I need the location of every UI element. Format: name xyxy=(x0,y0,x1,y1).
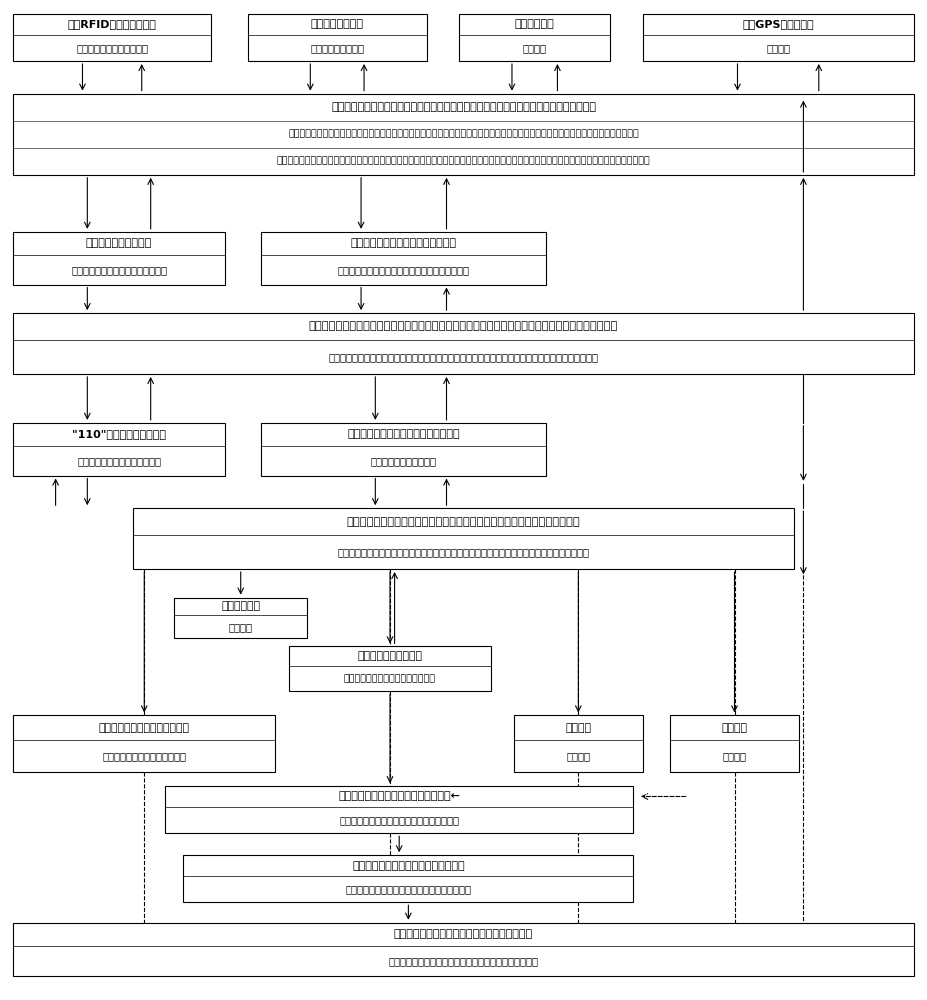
Text: 各系统所需信号发送、比对结果等信息接收（基层数据库）、各城市多种涉堵原始数据接收: 各系统所需信号发送、比对结果等信息接收（基层数据库）、各城市多种涉堵原始数据接收 xyxy=(331,102,596,112)
Bar xyxy=(13,14,210,61)
Text: 路段拥堵等多数据统计分析图表: 路段拥堵等多数据统计分析图表 xyxy=(99,723,190,733)
Bar xyxy=(670,715,799,772)
Text: 三级数据库【中央、省（含自治区、市）、县】交管数据联存联查系统的存储、输出，多数据统计分析: 三级数据库【中央、省（含自治区、市）、县】交管数据联存联查系统的存储、输出，多数… xyxy=(309,321,618,331)
Text: 红绿灯最佳时长动态优化、拥堵信息路牌提醒等: 红绿灯最佳时长动态优化、拥堵信息路牌提醒等 xyxy=(346,884,472,894)
Bar xyxy=(133,508,794,569)
Text: 三级授权指令输出（授权者指纹存档）: 三级授权指令输出（授权者指纹存档） xyxy=(348,429,460,439)
Text: "110"、派出所、交警终端: "110"、派出所、交警终端 xyxy=(72,429,166,439)
Bar xyxy=(13,423,224,476)
Text: 报警信息输入、三级操作员密码输入并照相存档（进、出系统）、查询指令输出、处理指令输出: 报警信息输入、三级操作员密码输入并照相存档（进、出系统）、查询指令输出、处理指令… xyxy=(337,547,590,557)
Text: 反恐、反劫持、反盗抢、反肇事逃逸等←: 反恐、反劫持、反盗抢、反肇事逃逸等← xyxy=(338,791,460,801)
Text: 短信告知: 短信告知 xyxy=(722,751,746,761)
Text: 保险到期通知: 保险到期通知 xyxy=(222,601,260,611)
Text: 短信告知: 短信告知 xyxy=(566,751,590,761)
Text: 费用划转: 费用划转 xyxy=(721,723,747,733)
Text: 信号发送: 信号发送 xyxy=(766,43,790,53)
Text: 示踪地图（按需显示）: 示踪地图（按需显示） xyxy=(358,651,423,661)
Bar xyxy=(13,923,914,976)
Text: 车载GPS或北斗系统: 车载GPS或北斗系统 xyxy=(743,19,814,29)
Bar xyxy=(13,715,275,772)
Bar xyxy=(13,94,914,175)
Text: 三级获权操作员指纹存档: 三级获权操作员指纹存档 xyxy=(371,456,437,466)
Text: 交警及军队车管部门数据存储、上传: 交警及军队车管部门数据存储、上传 xyxy=(350,238,457,248)
Text: 车牌解读、信号发送: 车牌解读、信号发送 xyxy=(311,43,364,53)
Text: 违罚通知: 违罚通知 xyxy=(565,723,591,733)
Text: 黑名单车辆行驶轨迹、瞬时位置显示: 黑名单车辆行驶轨迹、瞬时位置显示 xyxy=(344,674,436,683)
Bar xyxy=(174,598,308,638)
Bar xyxy=(261,423,546,476)
Text: 查询结果输出、目标锁定（跟踪）、路口拦截: 查询结果输出、目标锁定（跟踪）、路口拦截 xyxy=(339,815,459,825)
Text: 各种拥堵量、拥堵损失分析比较: 各种拥堵量、拥堵损失分析比较 xyxy=(102,751,186,761)
Bar xyxy=(642,14,914,61)
Text: 酒驾、超排等上传、防阻塞绿灯切换: 酒驾、超排等上传、防阻塞绿灯切换 xyxy=(71,265,167,275)
Text: 原始数据存储及输出、新生数据存储及输出、数据定时保全存储（视需要）、黑名单车辆出现声光示警: 原始数据存储及输出、新生数据存储及输出、数据定时保全存储（视需要）、黑名单车辆出… xyxy=(328,352,599,362)
Text: 电子车牌与金属车牌号码比对结果信号发送、无车牌或单车牌信号发送、车速超限比对结果信号发送、车辆位置记录与应答、加油费记录、: 电子车牌与金属车牌号码比对结果信号发送、无车牌或单车牌信号发送、车速超限比对结果… xyxy=(288,130,639,139)
Text: 代表主要矛盾的统计数据支持（因需提取）、可直观显示: 代表主要矛盾的统计数据支持（因需提取）、可直观显示 xyxy=(388,956,539,966)
Text: 报警信息甄别录输、上传须密码: 报警信息甄别录输、上传须密码 xyxy=(77,456,161,466)
Text: 金属车牌照相系统: 金属车牌照相系统 xyxy=(311,19,363,29)
Text: 违规识别系统: 违规识别系统 xyxy=(514,19,554,29)
Bar xyxy=(184,855,633,902)
Bar xyxy=(261,232,546,285)
Bar xyxy=(165,786,633,833)
Text: 违规记录信号上传、收费里程与计费记录、过桥费记录、停车费记录、路段拥堵量流量（长时段与短时段）统计记录、欠税欠费欠检无险车上路记录: 违规记录信号上传、收费里程与计费记录、过桥费记录、停车费记录、路段拥堵量流量（长… xyxy=(276,157,651,166)
Text: 电子车牌与金属车牌号码上传（上传须指纹确定）: 电子车牌与金属车牌号码上传（上传须指纹确定） xyxy=(337,265,470,275)
Text: 交通设施改进、交通道路改扩建、交通规则改进: 交通设施改进、交通道路改扩建、交通规则改进 xyxy=(394,929,533,939)
Bar xyxy=(459,14,611,61)
Bar xyxy=(289,646,491,691)
Text: 警员手持识别装置系统: 警员手持识别装置系统 xyxy=(86,238,152,248)
Text: 自反馈自调整智能交通管理、电子导航: 自反馈自调整智能交通管理、电子导航 xyxy=(352,861,464,871)
Bar xyxy=(13,232,224,285)
Bar xyxy=(248,14,426,61)
Text: 信号发送: 信号发送 xyxy=(523,43,547,53)
Text: 车用RFID系统、比对系统: 车用RFID系统、比对系统 xyxy=(68,19,157,29)
Text: 三级数据库【中央、省（含自治区、市）、县】控制、查询、统计、处理系统: 三级数据库【中央、省（含自治区、市）、县】控制、查询、统计、处理系统 xyxy=(347,517,580,527)
Bar xyxy=(514,715,642,772)
Bar xyxy=(13,313,914,374)
Text: 短信告知: 短信告知 xyxy=(229,622,253,632)
Text: 信号发送、应答、车牌比对: 信号发送、应答、车牌比对 xyxy=(76,43,148,53)
